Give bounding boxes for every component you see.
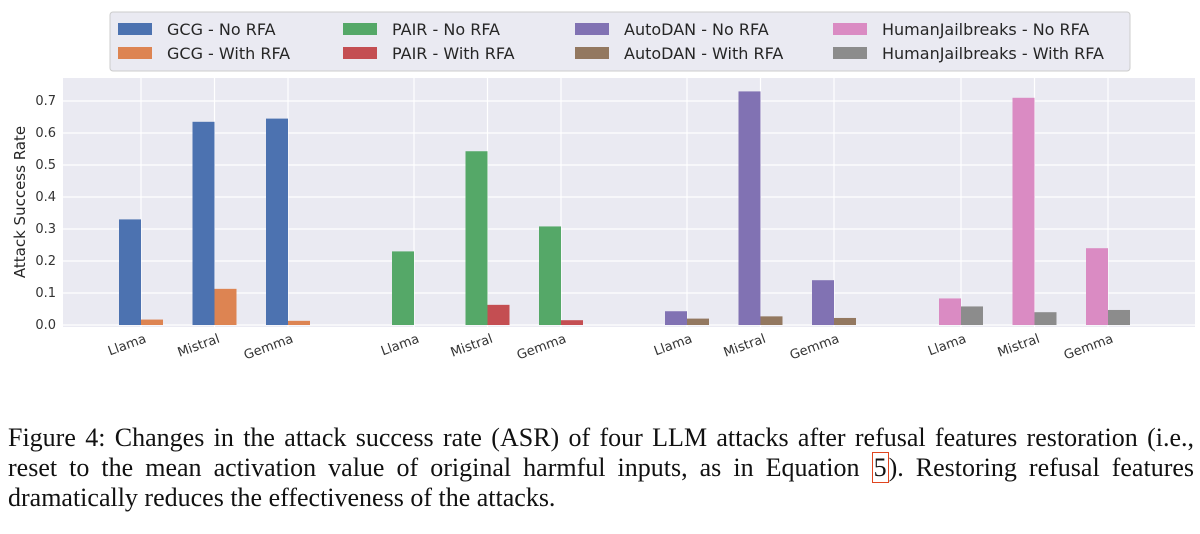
x-tick-label: Llama [926, 332, 968, 360]
bar [539, 226, 561, 325]
bar [561, 320, 583, 325]
y-tick-label: 0.1 [35, 286, 56, 301]
legend-swatch [833, 47, 867, 59]
y-axis-label: Attack Success Rate [11, 126, 29, 278]
legend-label: HumanJailbreaks - With RFA [882, 44, 1104, 63]
y-tick-label: 0.5 [35, 158, 56, 173]
legend-label: HumanJailbreaks - No RFA [882, 20, 1089, 39]
chart: 0.0 0.1 0.2 0.3 0.4 0.5 0.6 0.7 Llama Mistral Gem… [11, 11, 1195, 364]
bar [834, 317, 856, 325]
x-tick-label: Mistral [176, 332, 222, 361]
legend-label: GCG - With RFA [167, 44, 290, 63]
x-tick-label: Gemma [242, 332, 295, 364]
x-tick-label: Gemma [515, 332, 568, 364]
y-tick-label: 0.6 [35, 126, 56, 141]
legend-swatch [343, 23, 377, 35]
bar [812, 280, 834, 325]
bar [192, 121, 215, 325]
bar [214, 288, 237, 325]
legend-swatch [118, 47, 152, 59]
bar [1108, 309, 1130, 325]
x-tick-label: Mistral [722, 332, 768, 361]
x-tick-label: Gemma [1062, 332, 1115, 364]
y-tick-label: 0.2 [35, 254, 56, 269]
bar [939, 298, 961, 325]
bar [487, 304, 510, 325]
equation-reference-link[interactable]: 5 [871, 452, 889, 483]
legend-swatch [343, 47, 377, 59]
bar [1086, 248, 1108, 325]
legend-swatch [575, 23, 609, 35]
y-axis: 0.0 0.1 0.2 0.3 0.4 0.5 0.6 0.7 [35, 94, 56, 333]
bar [1012, 97, 1035, 325]
x-tick-label: Mistral [996, 332, 1042, 361]
y-tick-label: 0.3 [35, 222, 56, 237]
y-tick-label: 0.4 [35, 190, 56, 205]
bars [119, 91, 1130, 326]
x-tick-label: Llama [652, 332, 694, 360]
bar [288, 320, 310, 325]
legend-label: GCG - No RFA [167, 20, 276, 39]
bar [665, 311, 687, 325]
legend-swatch [118, 23, 152, 35]
bar [141, 319, 163, 325]
bar [266, 118, 288, 325]
x-tick-label: Llama [379, 332, 421, 360]
legend-label: AutoDAN - With RFA [624, 44, 783, 63]
legend-label: AutoDAN - No RFA [624, 20, 769, 39]
bar [1034, 312, 1057, 325]
legend-label: PAIR - No RFA [392, 20, 500, 39]
legend: GCG - No RFA GCG - With RFA PAIR - No RFA P… [109, 11, 1131, 72]
bar [392, 251, 414, 325]
bar [687, 318, 709, 325]
x-tick-label: Mistral [449, 332, 495, 361]
legend-label: PAIR - With RFA [392, 44, 515, 63]
bar [760, 316, 783, 325]
bar [961, 306, 983, 325]
bar [738, 91, 761, 326]
bar [465, 151, 488, 325]
bar [119, 219, 141, 325]
legend-swatch [575, 47, 609, 59]
plot-area [63, 78, 1195, 327]
y-tick-label: 0.0 [35, 318, 56, 333]
caption-text: Figure 4: Changes in the attack success … [8, 423, 1194, 482]
x-tick-label: Llama [106, 332, 148, 360]
x-tick-label: Gemma [788, 332, 841, 364]
figure-caption: Figure 4: Changes in the attack success … [8, 423, 1194, 513]
y-tick-label: 0.7 [35, 94, 56, 109]
legend-swatch [833, 23, 867, 35]
caption-text-end: ). Restoring refusal features dramatical… [8, 453, 1195, 512]
x-axis: Llama Mistral Gemma Llama Mistral Gemma Llama M… [106, 332, 1115, 364]
